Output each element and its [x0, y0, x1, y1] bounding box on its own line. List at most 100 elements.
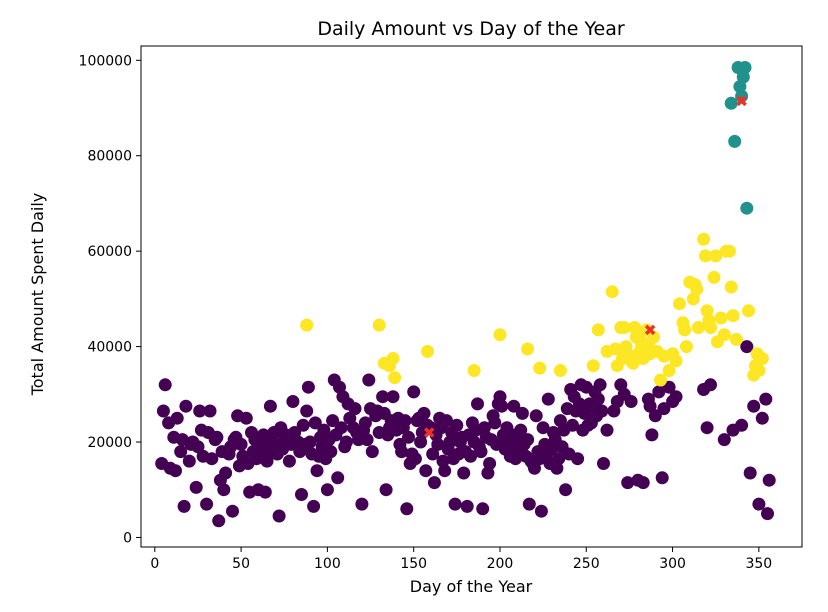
scatter-point [752, 497, 766, 511]
scatter-point [521, 342, 535, 356]
scatter-point [729, 332, 743, 346]
scatter-point [379, 483, 393, 497]
scatter-point [528, 461, 541, 475]
scatter-point [591, 323, 605, 337]
scatter-point [747, 399, 761, 413]
scatter-point [586, 359, 600, 373]
x-tick-label: 0 [150, 556, 159, 572]
scatter-point [300, 318, 314, 332]
scatter-point [169, 464, 182, 478]
x-tick-label: 300 [659, 556, 686, 572]
scatter-point [617, 321, 631, 334]
scatter-point [272, 509, 286, 523]
scatter-point [679, 340, 693, 354]
centroid-marker [423, 427, 435, 438]
scatter-point [678, 323, 692, 337]
scatter-point [431, 437, 445, 451]
scatter-point [761, 507, 774, 521]
scatter-point [191, 440, 205, 454]
scatter-point [643, 399, 657, 413]
scatter-point [417, 406, 431, 420]
scatter-point [488, 416, 502, 430]
scatter-point [723, 244, 736, 258]
scatter-point [426, 447, 440, 461]
scatter-point [295, 488, 308, 501]
x-axis: 0 50 100 150 200 250 300 350 [150, 547, 772, 572]
scatter-point [735, 418, 749, 432]
x-tick-label: 50 [232, 556, 250, 572]
centroid-layer [423, 95, 747, 438]
scatter-point [219, 466, 233, 480]
scatter-point [372, 318, 386, 332]
scatter-point [210, 430, 224, 444]
scatter-point [600, 423, 614, 437]
scatter-point [533, 361, 547, 375]
scatter-point [605, 285, 619, 299]
scatter-point [597, 457, 610, 470]
scatter-point [636, 476, 650, 490]
scatter-point [714, 311, 728, 325]
scatter-point [326, 414, 340, 428]
scatter-point [566, 418, 579, 432]
scatter-point [514, 423, 528, 437]
scatter-point [308, 416, 322, 430]
y-tick-label: 0 [123, 530, 132, 546]
scatter-point [700, 304, 714, 318]
scatter-point [365, 445, 379, 459]
scatter-point [704, 321, 717, 334]
scatter-point [324, 445, 338, 459]
scatter-point [655, 471, 669, 485]
scatter-point [724, 280, 738, 294]
scatter-point [310, 464, 324, 478]
scatter-point [226, 504, 239, 518]
scatter-point [398, 414, 412, 428]
scatter-point [362, 373, 376, 387]
scatter-point [515, 406, 529, 420]
x-tick-label: 150 [400, 556, 427, 572]
scatter-point [182, 454, 196, 468]
scatter-point [717, 328, 731, 342]
scatter-point [156, 404, 170, 418]
scatter-point [624, 395, 638, 408]
scatter-point [386, 352, 400, 365]
scatter-point [467, 364, 481, 377]
scatter-point [752, 364, 766, 377]
scatter-point [388, 371, 402, 385]
scatter-point [536, 421, 550, 435]
scatter-point [690, 282, 704, 296]
scatter-point [450, 418, 464, 432]
scatter-point [553, 364, 567, 377]
scatter-point [621, 476, 635, 490]
scatter-point [507, 399, 521, 413]
scatter-point [529, 409, 543, 423]
scatter-point [647, 330, 661, 344]
scatter-point [657, 402, 671, 416]
scatter-point [395, 445, 409, 459]
scatter-point [550, 461, 564, 475]
scatter-point [477, 421, 491, 435]
scatter-point [212, 514, 226, 528]
scatter-point [726, 309, 740, 323]
scatter-point [541, 392, 555, 406]
scatter-point [759, 392, 773, 406]
points-layer [155, 61, 776, 528]
scatter-point [376, 390, 390, 404]
scatter-point [203, 404, 217, 418]
scatter-point [263, 399, 277, 413]
y-axis: 0 20000 40000 60000 80000 100000 [79, 53, 141, 546]
scatter-point [609, 342, 623, 356]
scatter-point [628, 321, 642, 334]
centroid-marker [644, 324, 656, 336]
scatter-point [339, 435, 353, 449]
scatter-point [174, 445, 188, 459]
scatter-point [170, 411, 184, 425]
y-tick-label: 60000 [87, 244, 132, 260]
x-axis-label: Day of the Year [410, 577, 533, 596]
scatter-point [386, 390, 400, 404]
scatter-point [669, 354, 683, 368]
scatter-point [464, 449, 478, 463]
scatter-point [421, 344, 434, 358]
scatter-point [571, 452, 585, 466]
scatter-point [645, 428, 659, 442]
scatter-point [654, 373, 667, 387]
